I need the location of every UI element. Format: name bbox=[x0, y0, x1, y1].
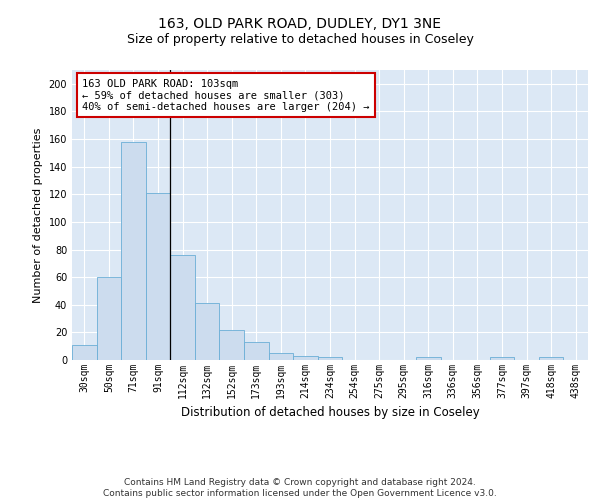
Bar bbox=[220, 330, 244, 360]
Bar bbox=[416, 357, 440, 360]
Bar bbox=[97, 277, 121, 360]
Bar bbox=[72, 345, 97, 360]
Bar bbox=[318, 357, 342, 360]
Bar bbox=[195, 304, 220, 360]
Bar bbox=[170, 255, 195, 360]
Text: Size of property relative to detached houses in Coseley: Size of property relative to detached ho… bbox=[127, 32, 473, 46]
Bar bbox=[490, 357, 514, 360]
Bar bbox=[539, 357, 563, 360]
Bar bbox=[269, 353, 293, 360]
Bar bbox=[121, 142, 146, 360]
Bar bbox=[244, 342, 269, 360]
Y-axis label: Number of detached properties: Number of detached properties bbox=[33, 128, 43, 302]
Text: 163, OLD PARK ROAD, DUDLEY, DY1 3NE: 163, OLD PARK ROAD, DUDLEY, DY1 3NE bbox=[158, 18, 442, 32]
Bar bbox=[146, 193, 170, 360]
Bar bbox=[293, 356, 318, 360]
Text: Contains HM Land Registry data © Crown copyright and database right 2024.
Contai: Contains HM Land Registry data © Crown c… bbox=[103, 478, 497, 498]
X-axis label: Distribution of detached houses by size in Coseley: Distribution of detached houses by size … bbox=[181, 406, 479, 420]
Text: 163 OLD PARK ROAD: 103sqm
← 59% of detached houses are smaller (303)
40% of semi: 163 OLD PARK ROAD: 103sqm ← 59% of detac… bbox=[82, 78, 370, 112]
